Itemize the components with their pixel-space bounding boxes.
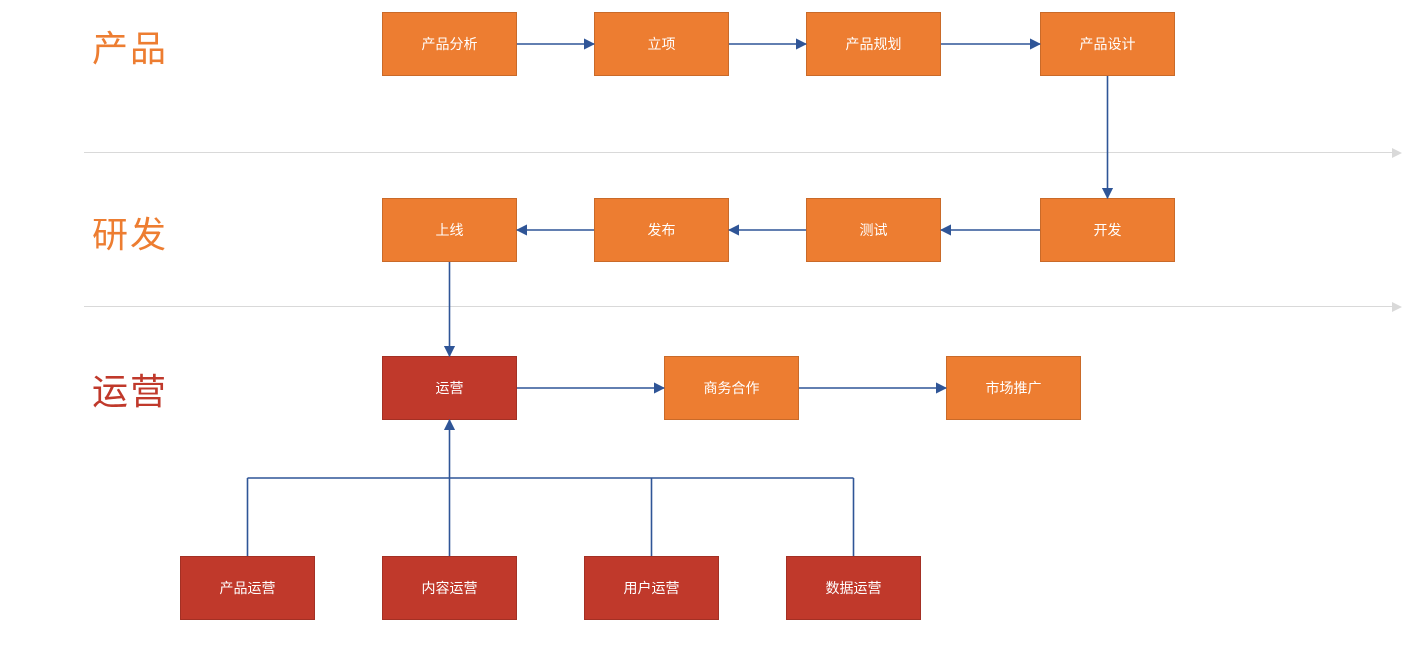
n-ops-data: 数据运营 (786, 556, 921, 620)
n-prod-analysis: 产品分析 (382, 12, 517, 76)
n-market: 市场推广 (946, 356, 1081, 420)
n-release: 发布 (594, 198, 729, 262)
n-prod-plan: 产品规划 (806, 12, 941, 76)
divider-2 (84, 306, 1400, 307)
n-ops-content: 内容运营 (382, 556, 517, 620)
n-ops: 运营 (382, 356, 517, 420)
n-biz: 商务合作 (664, 356, 799, 420)
divider-1 (84, 152, 1400, 153)
n-ops-user: 用户运营 (584, 556, 719, 620)
label-rd: 研发 (92, 206, 168, 258)
edge-layer (0, 0, 1416, 651)
n-lixiang: 立项 (594, 12, 729, 76)
label-product: 产品 (92, 20, 168, 72)
label-ops: 运营 (92, 363, 168, 415)
n-prod-design: 产品设计 (1040, 12, 1175, 76)
n-test: 测试 (806, 198, 941, 262)
n-online: 上线 (382, 198, 517, 262)
n-ops-prod: 产品运营 (180, 556, 315, 620)
n-dev: 开发 (1040, 198, 1175, 262)
